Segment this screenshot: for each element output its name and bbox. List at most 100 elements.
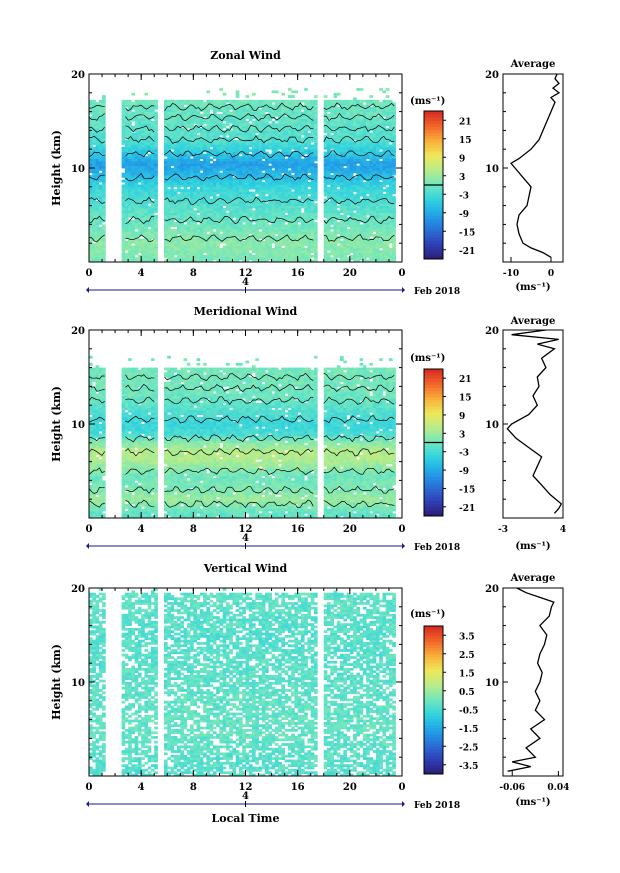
- heatmap-cell: [255, 210, 259, 213]
- heatmap-cell: [236, 257, 240, 260]
- heatmap-cell: [252, 246, 256, 249]
- heatmap-cell: [148, 189, 152, 192]
- heatmap-cell: [294, 229, 298, 232]
- heatmap-cell: [236, 130, 240, 133]
- heatmap-cell: [151, 246, 155, 249]
- heatmap-cell: [324, 121, 328, 124]
- heatmap-cell: [291, 213, 295, 216]
- heatmap-cell: [262, 187, 266, 190]
- heatmap-cell: [148, 147, 152, 150]
- heatmap-cell: [122, 217, 126, 220]
- heatmap-cell: [203, 224, 207, 227]
- heatmap-cell: [99, 255, 103, 258]
- heatmap-cell: [223, 159, 227, 162]
- heatmap-cell: [246, 222, 250, 225]
- heatmap-cell: [246, 166, 250, 169]
- heatmap-cell: [255, 206, 259, 209]
- heatmap-cell: [262, 208, 266, 211]
- heatmap-cell: [187, 236, 191, 239]
- heatmap-cell: [304, 227, 308, 230]
- heatmap-cell: [174, 133, 178, 136]
- heatmap-cell: [184, 189, 188, 192]
- heatmap-cell: [96, 250, 100, 253]
- heatmap-cell: [334, 121, 338, 124]
- heatmap-cell: [226, 145, 230, 148]
- heatmap-cell: [200, 250, 204, 253]
- heatmap-cell: [259, 156, 263, 159]
- heatmap-cell: [128, 194, 132, 197]
- heatmap-cell: [239, 142, 243, 145]
- heatmap-cell: [265, 180, 269, 183]
- heatmap-cell: [268, 192, 272, 195]
- heatmap-cell: [216, 161, 220, 164]
- heatmap-cell: [180, 215, 184, 218]
- heatmap-cell: [347, 222, 351, 225]
- heatmap-cell: [187, 231, 191, 234]
- heatmap-cell: [99, 208, 103, 211]
- heatmap-cell: [148, 109, 152, 112]
- heatmap-cell: [275, 184, 279, 187]
- heatmap-cell: [242, 210, 246, 213]
- heatmap-cell: [249, 194, 253, 197]
- heatmap-cell: [92, 182, 96, 185]
- heatmap-cell: [265, 109, 269, 112]
- heatmap-cell: [327, 123, 331, 126]
- heatmap-cell: [255, 203, 259, 206]
- heatmap-cell: [200, 123, 204, 126]
- heatmap-cell: [272, 213, 276, 216]
- heatmap-cell: [154, 170, 158, 173]
- heatmap-cell: [350, 100, 354, 103]
- heatmap-cell: [304, 184, 308, 187]
- heatmap-cell: [291, 135, 295, 138]
- heatmap-cell: [294, 163, 298, 166]
- heatmap-cell: [167, 192, 171, 195]
- heatmap-cell: [353, 220, 357, 223]
- heatmap-cell: [330, 123, 334, 126]
- heatmap-cell: [249, 163, 253, 166]
- heatmap-cell: [350, 102, 354, 105]
- heatmap-cell: [242, 229, 246, 232]
- heatmap-cell: [164, 128, 168, 131]
- heatmap-cell: [242, 236, 246, 239]
- heatmap-cell: [262, 147, 266, 150]
- heatmap-cell: [255, 236, 259, 239]
- heatmap-cell: [141, 229, 145, 232]
- heatmap-cell: [288, 208, 292, 211]
- heatmap-cell: [301, 250, 305, 253]
- heatmap-cell: [92, 114, 96, 117]
- heatmap-cell: [216, 187, 220, 190]
- heatmap-cell: [216, 170, 220, 173]
- heatmap-cell: [353, 142, 357, 145]
- heatmap-cell: [246, 126, 250, 129]
- heatmap-cell: [125, 105, 129, 108]
- heatmap-cell: [203, 166, 207, 169]
- heatmap-cell: [281, 161, 285, 164]
- heatmap-cell: [102, 119, 106, 122]
- heatmap-cell: [291, 145, 295, 148]
- heatmap-cell: [190, 182, 194, 185]
- heatmap-cell: [187, 112, 191, 115]
- heatmap-cell: [138, 135, 142, 138]
- heatmap-cell: [288, 142, 292, 145]
- heatmap-cell: [301, 121, 305, 124]
- heatmap-cell: [363, 213, 367, 216]
- heatmap-cell: [236, 93, 240, 96]
- heatmap-cell: [193, 187, 197, 190]
- heatmap-cell: [278, 234, 282, 237]
- heatmap-cell: [174, 121, 178, 124]
- heatmap-cell: [307, 149, 311, 152]
- heatmap-cell: [206, 133, 210, 136]
- heatmap-cell: [232, 203, 236, 206]
- heatmap-cell: [193, 194, 197, 197]
- heatmap-cell: [272, 250, 276, 253]
- heatmap-cell: [193, 189, 197, 192]
- heatmap-cell: [180, 159, 184, 162]
- heatmap-cell: [180, 208, 184, 211]
- heatmap-cell: [272, 182, 276, 185]
- heatmap-cell: [216, 189, 220, 192]
- heatmap-cell: [184, 170, 188, 173]
- heatmap-cell: [236, 156, 240, 159]
- heatmap-cell: [278, 121, 282, 124]
- heatmap-cell: [281, 196, 285, 199]
- heatmap-cell: [288, 119, 292, 122]
